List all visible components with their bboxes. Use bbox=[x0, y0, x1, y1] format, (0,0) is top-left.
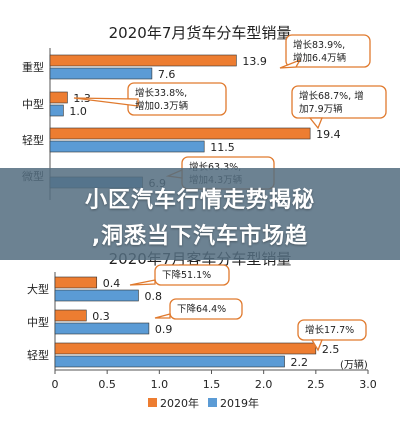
callout-pointer bbox=[129, 279, 156, 286]
chart-title: 2020年7月货车分车型销量 bbox=[109, 24, 292, 42]
legend-label: 2019年 bbox=[220, 396, 259, 410]
x-tick-label: 3.0 bbox=[359, 378, 377, 391]
value-label: 1.0 bbox=[69, 105, 87, 118]
bar-2020 bbox=[49, 127, 311, 140]
unit-label: (万辆) bbox=[340, 358, 368, 371]
callout-box bbox=[297, 319, 367, 341]
callout-pointer bbox=[308, 117, 323, 130]
callout-pointer bbox=[73, 97, 139, 107]
callout-text: 增长68.7%, 增 bbox=[299, 90, 364, 102]
value-label: 0.8 bbox=[144, 290, 162, 303]
value-label: 2.2 bbox=[291, 356, 309, 369]
callout-box bbox=[169, 298, 243, 320]
value-label: 7.6 bbox=[158, 68, 176, 81]
bar-2020 bbox=[54, 276, 98, 289]
callout-pointer bbox=[154, 313, 171, 319]
bar-2020 bbox=[49, 91, 68, 104]
value-label: 0.9 bbox=[155, 323, 173, 336]
x-tick-label: 0.5 bbox=[98, 378, 116, 391]
value-label: 13.9 bbox=[242, 55, 266, 68]
legend-swatch-2019 bbox=[208, 398, 217, 407]
callout-box bbox=[291, 85, 387, 119]
bar-2019 bbox=[54, 322, 150, 335]
callout-box bbox=[154, 264, 230, 286]
bar-2020 bbox=[54, 342, 317, 355]
callout-text: 增长33.8%, bbox=[135, 87, 187, 99]
callout-pointer bbox=[310, 339, 323, 352]
category-label: 轻型 bbox=[22, 133, 44, 147]
value-label: 2.5 bbox=[322, 343, 340, 356]
overlay-banner: 小区汽车行情走势揭秘 ,洞悉当下汽车市场趋 bbox=[0, 168, 400, 260]
callout-text: 加7.9万辆 bbox=[299, 103, 343, 115]
category-label: 轻型 bbox=[27, 348, 49, 362]
x-tick-label: 1.0 bbox=[151, 378, 169, 391]
x-tick-label: 2.5 bbox=[307, 378, 325, 391]
legend-swatch-2020 bbox=[148, 398, 157, 407]
category-label: 中型 bbox=[27, 315, 49, 329]
bus-sales-chart: 2020年7月客车分车型销量大型0.40.8中型0.30.9轻型2.52.2下降… bbox=[27, 250, 377, 410]
callout-text: 增加6.4万辆 bbox=[293, 52, 347, 64]
x-tick-label: 0 bbox=[52, 378, 59, 391]
bar-2019 bbox=[54, 355, 285, 368]
bar-2019 bbox=[54, 289, 139, 302]
bar-2019 bbox=[49, 67, 153, 80]
banner-line-2: ,洞悉当下汽车市场趋 bbox=[91, 224, 309, 249]
bar-2020 bbox=[54, 309, 87, 322]
callout-text: 增长83.9%, bbox=[293, 39, 345, 51]
bar-2020 bbox=[49, 54, 237, 67]
callout-text: 增长17.7% bbox=[305, 324, 354, 336]
banner-line-1: 小区汽车行情走势揭秘 bbox=[84, 188, 315, 213]
callout-text: 下降51.1% bbox=[162, 269, 211, 281]
callout-text: 增加0.3万辆 bbox=[135, 100, 189, 112]
value-label: 0.4 bbox=[103, 277, 121, 290]
category-label: 重型 bbox=[22, 60, 44, 74]
value-label: 0.3 bbox=[92, 310, 110, 323]
category-label: 中型 bbox=[22, 97, 44, 111]
value-label: 19.4 bbox=[316, 128, 341, 141]
x-tick-label: 2.0 bbox=[255, 378, 273, 391]
bar-2019 bbox=[49, 104, 64, 117]
callout-box bbox=[285, 34, 371, 68]
callout-text: 下降64.4% bbox=[177, 303, 226, 315]
legend-label: 2020年 bbox=[160, 396, 199, 410]
callout-pointer bbox=[279, 58, 302, 69]
value-label: 11.5 bbox=[210, 141, 235, 154]
x-tick-label: 1.5 bbox=[203, 378, 221, 391]
bar-2019 bbox=[49, 140, 205, 153]
category-label: 大型 bbox=[27, 282, 49, 296]
